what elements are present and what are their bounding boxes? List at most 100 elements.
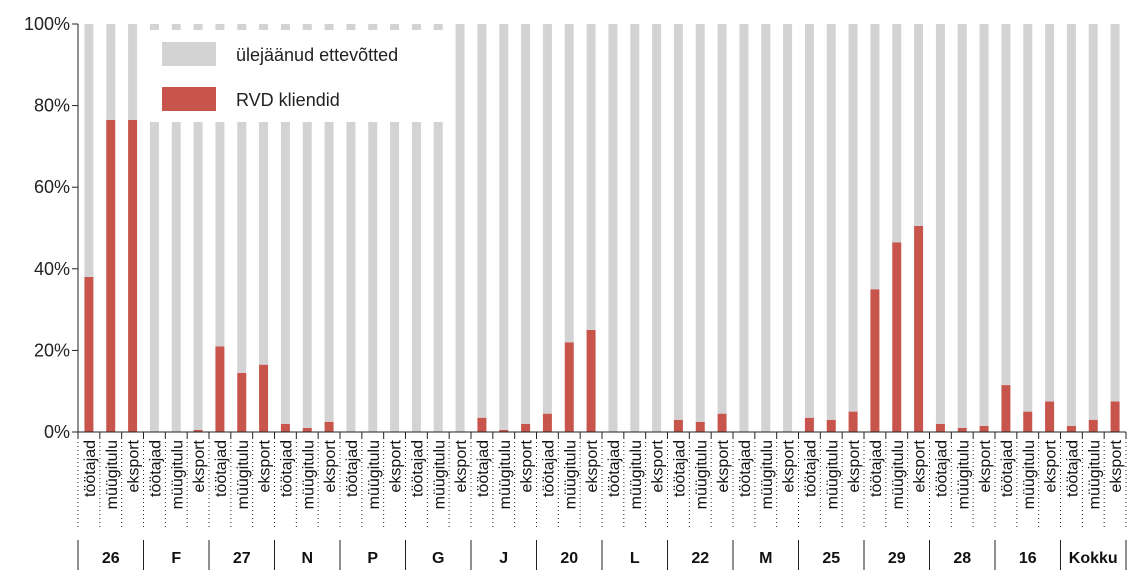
bar-rvd-kliendid-38 bbox=[914, 225, 924, 432]
bar-ulejaanud-8 bbox=[259, 24, 269, 365]
category-label-23: eksport bbox=[584, 439, 601, 492]
bar-rvd-kliendid-27 bbox=[673, 419, 683, 432]
category-label-7: müügitulu bbox=[235, 440, 252, 509]
group-label-9: 22 bbox=[691, 550, 709, 567]
group-label-0: 26 bbox=[102, 550, 120, 567]
bar-rvd-kliendid-5 bbox=[193, 429, 203, 432]
bar-rvd-kliendid-46 bbox=[1088, 419, 1098, 432]
group-label-13: 28 bbox=[953, 550, 971, 567]
bar-ulejaanud-6 bbox=[215, 24, 225, 347]
bar-rvd-kliendid-40 bbox=[957, 427, 967, 432]
category-label-12: töötajad bbox=[344, 440, 361, 497]
group-label-15: Kokku bbox=[1069, 550, 1118, 567]
bar-ulejaanud-22 bbox=[564, 24, 574, 343]
group-label-5: G bbox=[432, 550, 444, 567]
category-label-11: eksport bbox=[322, 439, 339, 492]
category-label-25: müügitulu bbox=[628, 440, 645, 509]
bar-ulejaanud-33 bbox=[804, 24, 814, 418]
y-tick-label-0: 0% bbox=[44, 422, 70, 442]
group-label-8: L bbox=[630, 550, 640, 567]
bar-rvd-kliendid-29 bbox=[717, 413, 727, 432]
category-label-6: töötajad bbox=[213, 440, 230, 497]
bar-ulejaanud-29 bbox=[717, 24, 727, 414]
group-label-7: 20 bbox=[560, 550, 578, 567]
y-tick-label-4: 80% bbox=[34, 96, 70, 116]
category-label-43: müügitulu bbox=[1021, 440, 1038, 509]
category-label-41: eksport bbox=[977, 439, 994, 492]
bar-rvd-kliendid-0 bbox=[84, 276, 94, 432]
bar-rvd-kliendid-41 bbox=[979, 425, 989, 432]
labels-layer: 0% 20% 40% 60% 80% 100% töötajad müügitulu ekspo… bbox=[24, 14, 1125, 567]
category-label-19: müügitulu bbox=[497, 440, 514, 509]
bar-ulejaanud-47 bbox=[1110, 24, 1120, 402]
bar-rvd-kliendid-18 bbox=[477, 417, 487, 432]
bars-layer bbox=[84, 24, 1120, 432]
bar-rvd-kliendid-43 bbox=[1023, 411, 1033, 432]
category-label-3: töötajad bbox=[147, 440, 164, 497]
category-label-42: töötajad bbox=[999, 440, 1016, 497]
bar-rvd-kliendid-39 bbox=[935, 423, 945, 432]
category-label-0: töötajad bbox=[82, 440, 99, 497]
category-label-9: töötajad bbox=[278, 440, 295, 497]
bar-ulejaanud-30 bbox=[739, 24, 749, 432]
bar-ulejaanud-25 bbox=[630, 24, 640, 432]
bar-ulejaanud-37 bbox=[892, 24, 902, 243]
category-label-21: töötajad bbox=[540, 440, 557, 497]
category-label-18: töötajad bbox=[475, 440, 492, 497]
bar-rvd-kliendid-8 bbox=[259, 364, 269, 432]
bar-ulejaanud-4 bbox=[171, 24, 181, 432]
bar-rvd-kliendid-47 bbox=[1110, 401, 1120, 432]
category-label-27: töötajad bbox=[671, 440, 688, 497]
bar-rvd-kliendid-45 bbox=[1066, 425, 1076, 432]
category-label-17: eksport bbox=[453, 439, 470, 492]
bar-ulejaanud-11 bbox=[324, 24, 334, 422]
bar-rvd-kliendid-22 bbox=[564, 342, 574, 432]
bar-rvd-kliendid-28 bbox=[695, 421, 705, 432]
category-label-15: töötajad bbox=[409, 440, 426, 497]
bar-ulejaanud-7 bbox=[237, 24, 247, 373]
bar-ulejaanud-20 bbox=[521, 24, 531, 424]
bar-ulejaanud-9 bbox=[280, 24, 290, 424]
bar-rvd-kliendid-2 bbox=[128, 119, 138, 432]
category-label-24: töötajad bbox=[606, 440, 623, 497]
bar-ulejaanud-24 bbox=[608, 24, 618, 432]
group-label-4: P bbox=[367, 550, 378, 567]
y-tick-label-3: 60% bbox=[34, 177, 70, 197]
category-label-39: töötajad bbox=[933, 440, 950, 497]
bar-ulejaanud-27 bbox=[673, 24, 683, 420]
legend-swatch-1 bbox=[162, 87, 216, 111]
category-label-14: eksport bbox=[388, 439, 405, 492]
bar-ulejaanud-32 bbox=[783, 24, 793, 432]
group-label-6: J bbox=[499, 550, 508, 567]
category-label-37: müügitulu bbox=[890, 440, 907, 509]
category-label-45: töötajad bbox=[1064, 440, 1081, 497]
bar-rvd-kliendid-37 bbox=[892, 242, 902, 432]
bar-ulejaanud-0 bbox=[84, 24, 94, 277]
group-label-10: M bbox=[759, 550, 772, 567]
category-label-46: müügitulu bbox=[1086, 440, 1103, 509]
bar-ulejaanud-16 bbox=[433, 24, 443, 432]
bar-ulejaanud-34 bbox=[826, 24, 836, 420]
category-label-8: eksport bbox=[257, 439, 274, 492]
bar-rvd-kliendid-34 bbox=[826, 419, 836, 432]
y-tick-label-1: 20% bbox=[34, 340, 70, 360]
category-label-32: eksport bbox=[781, 439, 798, 492]
category-label-26: eksport bbox=[650, 439, 667, 492]
bar-rvd-kliendid-1 bbox=[106, 119, 116, 432]
bar-rvd-kliendid-42 bbox=[1001, 385, 1011, 432]
bar-ulejaanud-45 bbox=[1066, 24, 1076, 426]
bar-ulejaanud-10 bbox=[302, 24, 312, 428]
bar-ulejaanud-5 bbox=[193, 24, 203, 430]
bar-ulejaanud-2 bbox=[128, 24, 138, 120]
bar-ulejaanud-44 bbox=[1045, 24, 1055, 402]
legend: ülejäänud ettevõtted RVD kliendid bbox=[148, 30, 446, 122]
bar-ulejaanud-18 bbox=[477, 24, 487, 418]
category-label-22: müügitulu bbox=[562, 440, 579, 509]
category-label-4: müügitulu bbox=[169, 440, 186, 509]
category-label-36: töötajad bbox=[868, 440, 885, 497]
category-label-5: eksport bbox=[191, 439, 208, 492]
category-label-2: eksport bbox=[126, 439, 143, 492]
category-label-10: müügitulu bbox=[300, 440, 317, 509]
bar-rvd-kliendid-6 bbox=[215, 346, 225, 432]
group-label-2: 27 bbox=[233, 550, 251, 567]
